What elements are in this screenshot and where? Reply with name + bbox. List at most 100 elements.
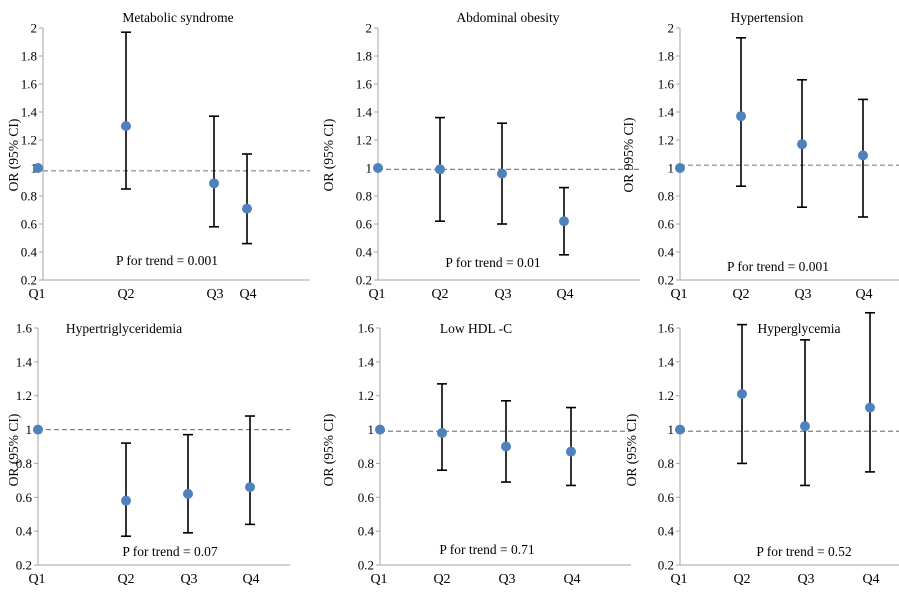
y-tick-label: 1.2 bbox=[356, 133, 372, 148]
y-tick-label: 0.6 bbox=[16, 490, 33, 505]
data-point bbox=[373, 163, 383, 173]
data-point bbox=[121, 121, 131, 131]
x-tick-label: Q3 bbox=[797, 572, 814, 587]
data-point bbox=[736, 111, 746, 122]
y-tick-label: 1.6 bbox=[358, 321, 375, 336]
x-tick-label: Q4 bbox=[855, 287, 872, 302]
x-tick-label: Q1 bbox=[28, 287, 45, 302]
y-axis-label: OR (95% CI) bbox=[6, 414, 21, 487]
y-tick-label: 0.4 bbox=[16, 524, 33, 539]
y-tick-label: 0.8 bbox=[21, 189, 37, 204]
x-tick-label: Q1 bbox=[670, 287, 687, 302]
panel-title: Hyperglycemia bbox=[758, 321, 841, 336]
x-tick-label: Q2 bbox=[431, 287, 448, 302]
data-point bbox=[858, 150, 868, 161]
y-tick-label: 2 bbox=[668, 21, 675, 36]
x-tick-label: Q2 bbox=[433, 572, 450, 587]
p-trend-annotation: P for trend = 0.01 bbox=[445, 255, 540, 270]
p-trend-annotation: P for trend = 0.001 bbox=[727, 259, 829, 274]
y-tick-label: 1.6 bbox=[21, 77, 38, 92]
y-tick-label: 0.2 bbox=[358, 558, 374, 573]
y-tick-label: 1.2 bbox=[658, 133, 674, 148]
x-tick-label: Q1 bbox=[368, 287, 385, 302]
y-tick-label: 1.4 bbox=[358, 354, 375, 369]
y-tick-label: 0.4 bbox=[658, 245, 675, 260]
y-tick-label: 1 bbox=[668, 161, 675, 176]
y-tick-label: 1.2 bbox=[658, 388, 674, 403]
y-tick-label: 0.6 bbox=[356, 217, 373, 232]
x-tick-label: Q4 bbox=[239, 287, 256, 302]
x-tick-label: Q2 bbox=[117, 572, 134, 587]
data-point bbox=[209, 178, 219, 189]
y-tick-label: 1.4 bbox=[658, 105, 675, 120]
panel-5: 0.2 0.4 0.6 0.8 1 1.2 1.4 1.6 OR (95% CI) Low HDL… bbox=[321, 321, 631, 587]
data-point bbox=[566, 446, 576, 457]
y-tick-label: 1.6 bbox=[658, 321, 675, 336]
x-tick-label: Q2 bbox=[733, 572, 750, 587]
panel-3: 0.2 0.4 0.6 0.8 1 1.2 1.4 1.6 1.8 2 OR 995% CI) Hyp… bbox=[621, 10, 899, 302]
data-point bbox=[501, 441, 511, 452]
panel-title: Hypertension bbox=[731, 10, 804, 25]
y-tick-label: 1.2 bbox=[358, 388, 374, 403]
panel-4: 0.2 0.4 0.6 0.8 1 1.2 1.4 1.6 OR (95% CI) Hypertr… bbox=[6, 321, 290, 587]
data-point bbox=[183, 488, 193, 499]
y-axis-label: OR (95% CI) bbox=[6, 119, 21, 192]
data-point bbox=[435, 164, 445, 175]
y-tick-label: 0.2 bbox=[658, 273, 674, 288]
x-tick-label: Q3 bbox=[494, 287, 511, 302]
data-point bbox=[33, 424, 43, 435]
panel-2: 0.2 0.4 0.6 0.8 1 1.2 1.4 1.6 1.8 2 OR (95% CI) Abd… bbox=[321, 10, 640, 302]
x-tick-label: Q4 bbox=[862, 572, 879, 587]
y-tick-label: 1.4 bbox=[21, 105, 38, 120]
y-tick-label: 1.4 bbox=[658, 354, 675, 369]
y-tick-label: 0.4 bbox=[358, 524, 375, 539]
data-point bbox=[245, 482, 255, 493]
x-tick-label: Q3 bbox=[180, 572, 197, 587]
x-tick-label: Q2 bbox=[732, 287, 749, 302]
y-tick-label: 1.6 bbox=[16, 321, 33, 336]
data-point bbox=[33, 163, 43, 173]
data-point bbox=[437, 427, 447, 438]
y-tick-label: 1.6 bbox=[658, 77, 675, 92]
y-tick-label: 1.8 bbox=[21, 49, 37, 64]
y-tick-label: 1.2 bbox=[16, 388, 32, 403]
y-tick-label: 0.2 bbox=[658, 558, 674, 573]
y-axis-label: OR (95% CI) bbox=[321, 414, 336, 487]
y-tick-label: 1.4 bbox=[16, 354, 33, 369]
data-point bbox=[497, 168, 507, 179]
y-tick-label: 0.4 bbox=[356, 245, 373, 260]
x-tick-label: Q4 bbox=[563, 572, 580, 587]
y-tick-label: 1.8 bbox=[658, 49, 674, 64]
y-tick-label: 0.6 bbox=[658, 490, 675, 505]
y-tick-label: 0.2 bbox=[16, 558, 32, 573]
x-tick-label: Q1 bbox=[370, 572, 387, 587]
y-tick-label: 0.8 bbox=[16, 456, 32, 471]
p-trend-annotation: P for trend = 0.52 bbox=[756, 544, 851, 559]
panel-6: 0.2 0.4 0.6 0.8 1 1.2 1.4 1.6 OR (95% CI) Hypergl… bbox=[624, 311, 899, 587]
data-point bbox=[737, 389, 747, 400]
p-trend-annotation: P for trend = 0.001 bbox=[116, 253, 218, 268]
x-tick-label: Q1 bbox=[670, 572, 687, 587]
y-tick-label: 0.4 bbox=[658, 524, 675, 539]
x-tick-label: Q3 bbox=[498, 572, 515, 587]
p-trend-annotation: P for trend = 0.71 bbox=[439, 542, 534, 557]
panel-title: Hypertriglyceridemia bbox=[66, 321, 182, 336]
x-tick-label: Q4 bbox=[242, 572, 259, 587]
panel-title: Low HDL -C bbox=[440, 321, 512, 336]
x-tick-label: Q4 bbox=[556, 287, 573, 302]
p-trend-annotation: P for trend = 0.07 bbox=[122, 544, 217, 559]
x-tick-label: Q3 bbox=[206, 287, 223, 302]
y-tick-label: 1 bbox=[366, 161, 373, 176]
y-tick-label: 1 bbox=[368, 422, 375, 437]
y-tick-label: 2 bbox=[31, 21, 38, 36]
y-tick-label: 0.6 bbox=[21, 217, 38, 232]
data-point bbox=[559, 216, 569, 227]
y-tick-label: 2 bbox=[366, 21, 373, 36]
y-tick-label: 0.6 bbox=[358, 490, 375, 505]
y-tick-label: 1 bbox=[668, 422, 675, 437]
data-point bbox=[675, 163, 685, 173]
y-tick-label: 0.8 bbox=[658, 189, 674, 204]
data-point bbox=[800, 421, 810, 432]
y-axis-label: OR (95% CI) bbox=[321, 119, 336, 192]
